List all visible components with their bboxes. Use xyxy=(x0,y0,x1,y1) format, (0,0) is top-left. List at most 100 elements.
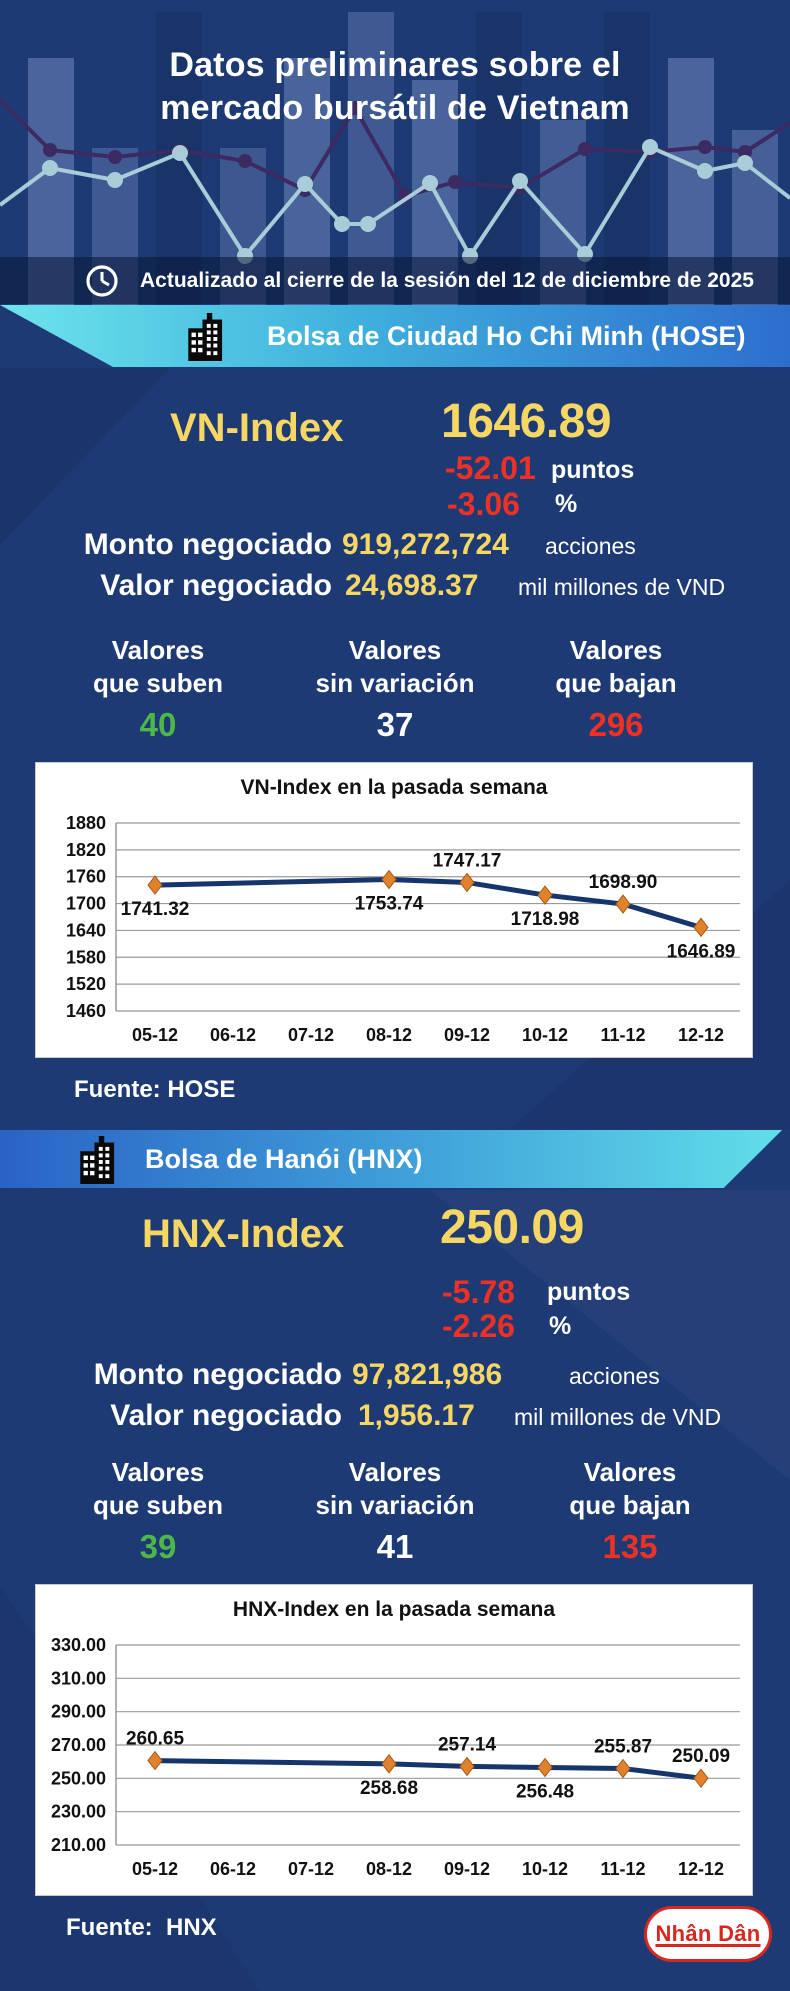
decliners-label: Valores xyxy=(569,635,663,665)
advancers-count: 40 xyxy=(139,706,177,743)
svg-text:10-12: 10-12 xyxy=(522,1859,568,1879)
svg-text:255.87: 255.87 xyxy=(594,1737,652,1758)
svg-text:1753.74: 1753.74 xyxy=(355,894,424,915)
hose-volume-label: Monto negociado xyxy=(83,528,332,561)
svg-text:1747.17: 1747.17 xyxy=(433,850,502,871)
hnx-advancers: Valores que suben 39 xyxy=(58,1456,258,1566)
svg-text:12-12: 12-12 xyxy=(678,1859,724,1879)
decliners-label2: que bajan xyxy=(555,668,677,698)
svg-text:05-12: 05-12 xyxy=(132,1859,178,1879)
building-icon xyxy=(188,313,223,361)
hose-turnover-value: 24,698.37 xyxy=(345,569,479,602)
hose-banner-title: Bolsa de Ciudad Ho Chi Minh (HOSE) xyxy=(267,321,746,351)
title-line-2: mercado bursátil de Vietnam xyxy=(160,89,630,127)
svg-text:1700: 1700 xyxy=(66,894,106,914)
svg-text:1520: 1520 xyxy=(66,974,106,994)
vn-index-value: 1646.89 xyxy=(441,395,612,448)
vn-index-chart-title: VN-Index en la pasada semana xyxy=(240,776,548,799)
unchanged-count: 41 xyxy=(376,1528,414,1565)
svg-text:05-12: 05-12 xyxy=(132,1025,178,1045)
hose-advancers: Valores que suben 40 xyxy=(58,634,258,744)
hnx-index-points-unit: puntos xyxy=(547,1278,631,1306)
vn-index-chart-panel: VN-Index en la pasada semana 1880 1820 176… xyxy=(35,762,753,1058)
unchanged-label2: sin variación xyxy=(315,1490,475,1520)
svg-text:09-12: 09-12 xyxy=(444,1859,490,1879)
svg-text:07-12: 07-12 xyxy=(288,1025,334,1045)
hnx-index-chart: 330.00 310.00 290.00 270.00 250.00 230.00 210.… xyxy=(51,1635,740,1879)
svg-text:270.00: 270.00 xyxy=(51,1735,106,1755)
hnx-index-change-percent: -2.26 xyxy=(442,1308,515,1344)
hose-source: Fuente: HOSE xyxy=(74,1076,236,1103)
clock-icon xyxy=(86,264,118,297)
building-icon xyxy=(80,1136,115,1184)
svg-text:1760: 1760 xyxy=(66,867,106,887)
svg-text:1880: 1880 xyxy=(66,813,106,833)
vn-index-change-percent: -3.06 xyxy=(447,486,520,522)
decliners-label2: que bajan xyxy=(569,1490,691,1520)
svg-text:1460: 1460 xyxy=(66,1001,106,1021)
nhan-dan-logo: Nhân Dân xyxy=(644,1906,772,1962)
svg-text:08-12: 08-12 xyxy=(366,1859,412,1879)
hose-decliners: Valores que bajan 296 xyxy=(516,634,716,744)
svg-text:250.00: 250.00 xyxy=(51,1768,106,1788)
hnx-index-chart-panel: HNX-Index en la pasada semana 330.00 310.… xyxy=(35,1584,753,1896)
nhan-dan-logo-text: Nhân Dân xyxy=(655,1921,761,1946)
svg-text:08-12: 08-12 xyxy=(366,1025,412,1045)
svg-text:10-12: 10-12 xyxy=(522,1025,568,1045)
svg-text:1640: 1640 xyxy=(66,920,106,940)
hnx-turnover-value: 1,956.17 xyxy=(358,1399,475,1432)
hnx-index-chart-title: HNX-Index en la pasada semana xyxy=(232,1598,556,1621)
svg-text:09-12: 09-12 xyxy=(444,1025,490,1045)
hnx-volume-label: Monto negociado xyxy=(93,1358,342,1391)
hose-turnover-label: Valor negociado xyxy=(100,569,332,602)
advancers-label: Valores xyxy=(111,1457,205,1487)
hose-volume-value: 919,272,724 xyxy=(342,528,509,561)
advancers-label2: que suben xyxy=(92,1490,223,1520)
hose-unchanged: Valores sin variación 37 xyxy=(295,634,495,744)
svg-text:230.00: 230.00 xyxy=(51,1802,106,1822)
svg-text:11-12: 11-12 xyxy=(600,1859,645,1879)
svg-text:1580: 1580 xyxy=(66,947,106,967)
svg-text:12-12: 12-12 xyxy=(678,1025,724,1045)
decliners-count: 296 xyxy=(588,706,644,743)
svg-text:11-12: 11-12 xyxy=(600,1025,645,1045)
svg-text:256.48: 256.48 xyxy=(516,1782,574,1803)
hose-turnover-unit: mil millones de VND xyxy=(518,574,726,600)
hnx-volume-value: 97,821,986 xyxy=(352,1358,503,1391)
svg-text:258.68: 258.68 xyxy=(360,1778,418,1799)
svg-text:210.00: 210.00 xyxy=(51,1835,106,1855)
unchanged-label: Valores xyxy=(348,635,442,665)
unchanged-label: Valores xyxy=(348,1457,442,1487)
hnx-volume-unit: acciones xyxy=(569,1363,660,1389)
update-banner: Actualizado al cierre de la sesión del 1… xyxy=(0,257,790,304)
decliners-count: 135 xyxy=(602,1528,658,1565)
vn-index-percent-unit: % xyxy=(555,490,578,518)
svg-text:06-12: 06-12 xyxy=(210,1859,256,1879)
advancers-label2: que suben xyxy=(92,668,223,698)
svg-text:1698.90: 1698.90 xyxy=(589,872,658,893)
hose-volume-unit: acciones xyxy=(545,533,636,559)
svg-text:1741.32: 1741.32 xyxy=(121,899,190,920)
title-line-1: Datos preliminares sobre el xyxy=(169,46,621,84)
unchanged-count: 37 xyxy=(376,706,414,743)
advancers-count: 39 xyxy=(139,1528,177,1565)
hnx-turnover-unit: mil millones de VND xyxy=(514,1404,722,1430)
svg-text:1646.89: 1646.89 xyxy=(667,941,736,962)
vn-index-points-unit: puntos xyxy=(551,456,635,484)
svg-text:290.00: 290.00 xyxy=(51,1702,106,1722)
vn-index-chart: 1880 1820 1760 1700 1640 1580 1520 1460 05-12 06-… xyxy=(66,813,740,1045)
page-title: Datos preliminares sobre el mercado burs… xyxy=(0,44,790,130)
advancers-label: Valores xyxy=(111,635,205,665)
vn-index-label: VN-Index xyxy=(170,406,344,450)
hnx-banner-title: Bolsa de Hanói (HNX) xyxy=(145,1144,423,1174)
hnx-section-banner: Bolsa de Hanói (HNX) xyxy=(0,1130,783,1188)
svg-text:330.00: 330.00 xyxy=(51,1635,106,1655)
svg-text:310.00: 310.00 xyxy=(51,1668,106,1688)
hose-section-banner: Bolsa de Ciudad Ho Chi Minh (HOSE) xyxy=(0,305,790,367)
update-text: Actualizado al cierre de la sesión del 1… xyxy=(140,268,754,292)
hnx-source: Fuente: HNX xyxy=(66,1914,217,1941)
unchanged-label2: sin variación xyxy=(315,668,475,698)
svg-text:1718.98: 1718.98 xyxy=(511,909,580,930)
hnx-unchanged: Valores sin variación 41 xyxy=(295,1456,495,1566)
